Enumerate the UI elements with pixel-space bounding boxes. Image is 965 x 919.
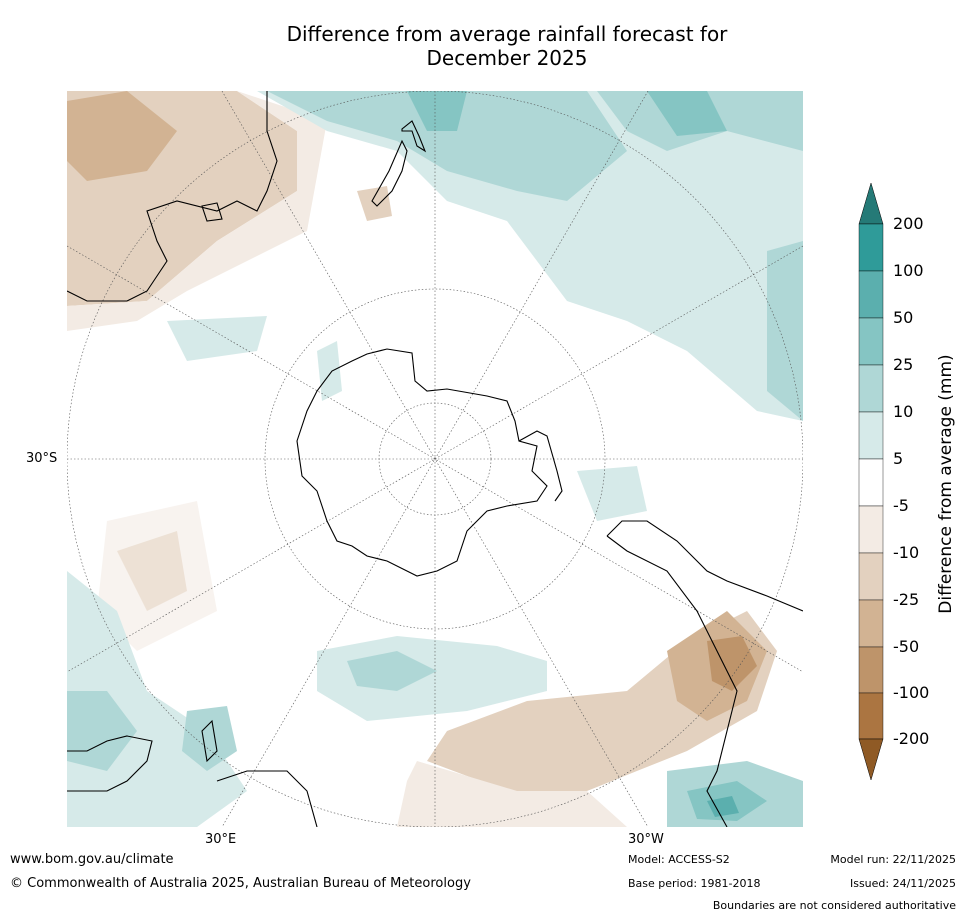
- colorbar-title: Difference from average (mm): [936, 354, 956, 614]
- axis-label-lon-west: 30°W: [628, 832, 664, 847]
- colorbar-band-10: [858, 411, 884, 460]
- wet-region-tasman-edge: [257, 91, 803, 421]
- colorbar-band-100: [858, 270, 884, 319]
- axis-label-lon-east: 30°E: [205, 832, 237, 847]
- colorbar-tick: 10: [893, 402, 914, 421]
- coast-antarctic-peninsula: [518, 430, 563, 502]
- rainfall-map: [67, 91, 803, 827]
- latitude-circle-60s: [264, 288, 606, 630]
- copyright: © Commonwealth of Australia 2025, Austra…: [10, 876, 471, 891]
- colorbar-band-minus100: [858, 692, 884, 740]
- wet-region-south-america-max: [707, 796, 739, 817]
- coast-australia: [126, 91, 278, 302]
- title-line-2: December 2025: [426, 46, 588, 70]
- colorbar-band-neutral: [858, 458, 884, 507]
- colorbar-tick: 5: [893, 449, 904, 468]
- colorbar-tick: -10: [893, 543, 920, 562]
- colorbar-under-triangle: [858, 738, 884, 781]
- wet-region-madagascar: [182, 706, 237, 771]
- wet-region-drake: [577, 466, 647, 521]
- colorbar-tick: -5: [893, 496, 909, 515]
- wet-region-east-pacific: [767, 241, 803, 421]
- colorbar-tick: -200: [893, 729, 930, 748]
- colorbar-band-minus10: [858, 552, 884, 601]
- axis-label-lat: 30°S: [26, 451, 58, 466]
- coast-south-america: [606, 520, 803, 612]
- title-line-1: Difference from average rainfall forecas…: [286, 22, 728, 46]
- coast-nz-north: [401, 120, 427, 153]
- wet-region-tasman-core: [407, 91, 467, 131]
- colorbar-band-200: [858, 223, 884, 272]
- coast-nz-south: [371, 139, 408, 207]
- coast-africa-east: [216, 770, 318, 827]
- wet-region-pacific-core: [647, 91, 727, 136]
- coast-south-america-east: [606, 535, 738, 827]
- colorbar-tick: 25: [893, 355, 914, 374]
- boundaries-disclaimer: Boundaries are not considered authoritat…: [712, 899, 956, 912]
- wet-region-tasman: [267, 91, 627, 201]
- colorbar: [858, 182, 884, 781]
- dry-region-australia-core: [67, 91, 177, 181]
- wet-region-antarctic-coast: [317, 341, 342, 401]
- dry-region-south-atlantic: [397, 761, 627, 827]
- wet-region-atlantic-inner: [347, 651, 437, 691]
- coast-antarctica: [296, 348, 548, 577]
- issued-label: Issued: 24/11/2025: [849, 877, 956, 890]
- colorbar-band-50: [858, 317, 884, 366]
- colorbar-tick: -25: [893, 590, 920, 609]
- colorbar-band-25: [858, 364, 884, 413]
- graticule: [67, 91, 803, 827]
- model-label: Model: ACCESS-S2: [628, 853, 730, 866]
- colorbar-tick: 200: [893, 214, 924, 233]
- colorbar-tick: -100: [893, 683, 930, 702]
- website-link[interactable]: www.bom.gov.au/climate: [10, 852, 174, 867]
- colorbar-band-minus50: [858, 646, 884, 694]
- chart-title: Difference from average rainfall forecas…: [0, 22, 965, 70]
- base-period-label: Base period: 1981-2018: [628, 877, 761, 890]
- dry-region-south-america-max: [707, 636, 757, 691]
- coast-australia-west: [67, 290, 127, 302]
- wet-region-indian: [167, 316, 267, 361]
- dry-region-small-2: [97, 501, 217, 651]
- colorbar-tick: 100: [893, 261, 924, 280]
- coastlines: [67, 91, 803, 827]
- coast-tasmania: [201, 202, 223, 222]
- wet-anomaly-regions: [67, 91, 803, 827]
- model-run-label: Model run: 22/11/2025: [830, 853, 956, 866]
- colorbar-tick: 50: [893, 308, 914, 327]
- colorbar-band-minus25: [858, 599, 884, 648]
- coast-south-africa: [67, 735, 153, 792]
- colorbar-tick: -50: [893, 637, 920, 656]
- colorbar-band-minus5: [858, 505, 884, 554]
- colorbar-over-triangle: [858, 182, 884, 225]
- coast-madagascar: [201, 719, 218, 763]
